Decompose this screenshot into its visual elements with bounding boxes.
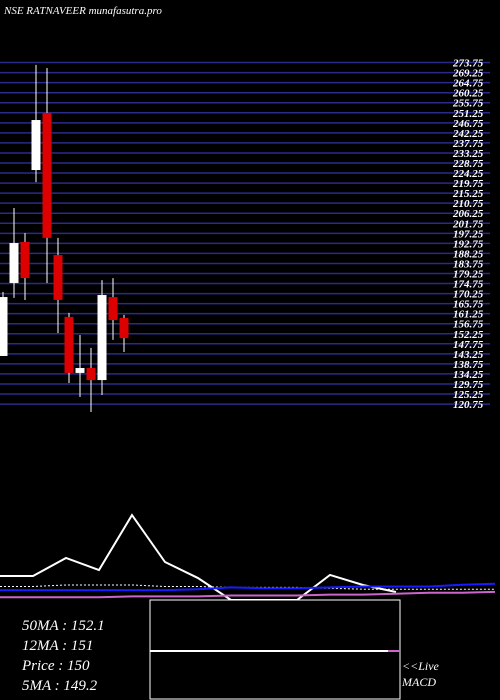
y-tick-label: 183.75 xyxy=(453,258,484,270)
indicator-line xyxy=(0,590,496,599)
y-tick-label: 228.75 xyxy=(452,158,484,170)
y-tick-label: 219.75 xyxy=(452,178,484,190)
y-tick-label: 233.25 xyxy=(452,148,484,160)
chart-title: NSE RATNAVEER munafasutra.pro xyxy=(3,5,162,17)
indicator-line xyxy=(0,582,496,592)
candle-body xyxy=(0,297,8,356)
stat-label: 5MA : 149.2 xyxy=(22,678,98,694)
y-tick-label: 224.25 xyxy=(452,168,484,180)
candle-body xyxy=(75,368,85,373)
y-tick-label: 120.75 xyxy=(453,399,484,411)
y-tick-label: 152.25 xyxy=(453,329,484,341)
y-tick-label: 237.75 xyxy=(452,138,484,150)
y-tick-label: 197.25 xyxy=(453,228,484,240)
candle-body xyxy=(64,316,74,373)
y-tick-label: 206.25 xyxy=(452,208,484,220)
y-tick-label: 179.25 xyxy=(453,268,484,280)
y-tick-label: 165.75 xyxy=(453,299,484,311)
y-tick-label: 260.25 xyxy=(452,88,484,100)
y-tick-label: 201.75 xyxy=(452,218,484,230)
y-tick-label: 273.75 xyxy=(452,58,484,70)
candle-body xyxy=(20,241,30,279)
y-tick-label: 210.75 xyxy=(452,198,484,210)
stat-label: 12MA : 151 xyxy=(22,638,93,654)
macd-label: MACD xyxy=(401,675,436,689)
y-tick-label: 242.25 xyxy=(452,128,484,140)
y-tick-label: 147.75 xyxy=(453,339,484,351)
y-tick-label: 255.75 xyxy=(452,98,484,110)
y-tick-label: 170.25 xyxy=(453,289,484,301)
candle-body xyxy=(108,297,118,321)
y-tick-label: 251.25 xyxy=(452,108,484,120)
y-tick-label: 161.25 xyxy=(453,309,484,321)
candle-body xyxy=(53,255,63,300)
stat-label: Price : 150 xyxy=(21,658,90,674)
y-tick-label: 129.75 xyxy=(453,379,484,391)
y-tick-label: 215.25 xyxy=(452,188,484,200)
candle-body xyxy=(119,318,129,339)
y-tick-label: 156.75 xyxy=(453,319,484,331)
stat-label: 50MA : 152.1 xyxy=(22,618,105,634)
candle-body xyxy=(31,120,41,171)
y-tick-label: 269.25 xyxy=(452,68,484,80)
indicator-line xyxy=(0,584,495,590)
candle-body xyxy=(86,368,96,381)
candle-body xyxy=(9,243,19,283)
y-tick-label: 134.25 xyxy=(453,369,484,381)
candle-body xyxy=(42,112,52,238)
y-tick-label: 192.75 xyxy=(453,238,484,250)
y-tick-label: 246.75 xyxy=(452,118,484,130)
y-tick-label: 188.25 xyxy=(453,248,484,260)
y-tick-label: 138.75 xyxy=(453,359,484,371)
macd-label: <<Live xyxy=(402,659,440,673)
y-tick-label: 125.25 xyxy=(453,389,484,401)
macd-box xyxy=(149,599,401,700)
indicator-line xyxy=(0,513,397,601)
candle-body xyxy=(97,295,107,381)
y-tick-label: 264.75 xyxy=(452,78,484,90)
y-tick-label: 174.75 xyxy=(453,279,484,291)
y-tick-label: 143.25 xyxy=(453,349,484,361)
